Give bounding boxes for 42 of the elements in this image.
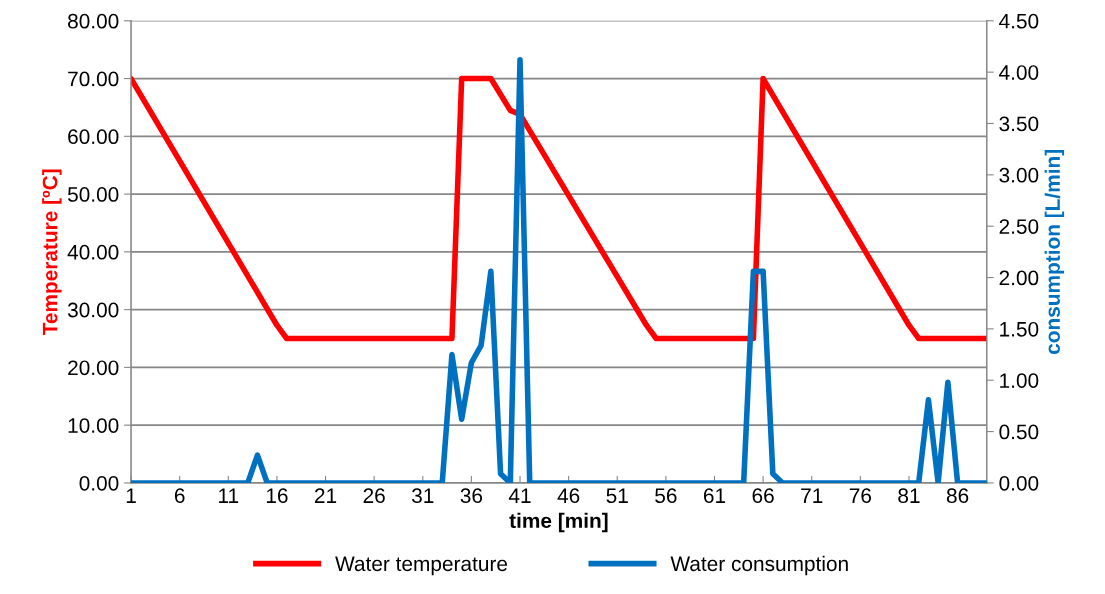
y-tick-label: 10.00 bbox=[68, 418, 119, 433]
x-tick-label: 36 bbox=[460, 488, 483, 504]
y-tick-label: 30.00 bbox=[67, 302, 119, 318]
x-tick-label: 76 bbox=[849, 488, 872, 504]
x-tick-label: 66 bbox=[752, 488, 774, 504]
x-tick-label: 26 bbox=[363, 488, 385, 504]
x-tick-label: 71 bbox=[801, 488, 823, 503]
x-tick-label: 46 bbox=[557, 488, 580, 504]
y-tick-label: 40.00 bbox=[67, 244, 119, 260]
y2-axis-title: consumption [L/min] bbox=[1044, 150, 1065, 355]
x-tick-label: 31 bbox=[411, 488, 434, 504]
x-tick-label: 41 bbox=[508, 488, 531, 503]
x-tick-label: 56 bbox=[655, 488, 677, 504]
legend-label: Water temperature bbox=[335, 556, 508, 576]
y-tick-label: 20.00 bbox=[68, 360, 119, 376]
y2-tick-label: 3.50 bbox=[999, 116, 1039, 132]
x-tick-label: 86 bbox=[946, 488, 969, 504]
x-axis-title: time [min] bbox=[509, 512, 608, 533]
x-tick-label: 81 bbox=[898, 488, 920, 504]
y-tick-label: 80.00 bbox=[68, 13, 119, 29]
y-tick-label: 0.00 bbox=[79, 475, 119, 491]
y-tick-label: 60.00 bbox=[68, 129, 119, 145]
y-axis-title: Temperature [ºC] bbox=[42, 169, 62, 336]
y2-tick-label: 4.00 bbox=[999, 65, 1039, 80]
x-tick-label: 21 bbox=[315, 488, 337, 503]
x-tick-label: 1 bbox=[126, 488, 136, 503]
x-tick-label: 16 bbox=[266, 488, 288, 504]
y2-tick-label: 3.00 bbox=[999, 167, 1039, 183]
y2-tick-label: 2.50 bbox=[999, 219, 1039, 234]
y2-tick-label: 0.00 bbox=[999, 475, 1039, 491]
x-tick-label: 6 bbox=[174, 488, 185, 504]
y2-tick-label: 2.00 bbox=[999, 270, 1039, 286]
y2-tick-label: 1.50 bbox=[1000, 321, 1039, 337]
x-tick-label: 11 bbox=[219, 488, 239, 503]
y-tick-label: 50.00 bbox=[67, 187, 119, 202]
y2-tick-label: 0.50 bbox=[999, 424, 1039, 440]
y2-tick-label: 4.50 bbox=[999, 13, 1039, 29]
y2-tick-label: 1.00 bbox=[1000, 373, 1039, 388]
y-tick-label: 70.00 bbox=[68, 71, 119, 87]
legend-label: Water consumption bbox=[670, 555, 848, 576]
x-tick-label: 61 bbox=[703, 488, 726, 504]
x-tick-label: 51 bbox=[606, 488, 628, 504]
